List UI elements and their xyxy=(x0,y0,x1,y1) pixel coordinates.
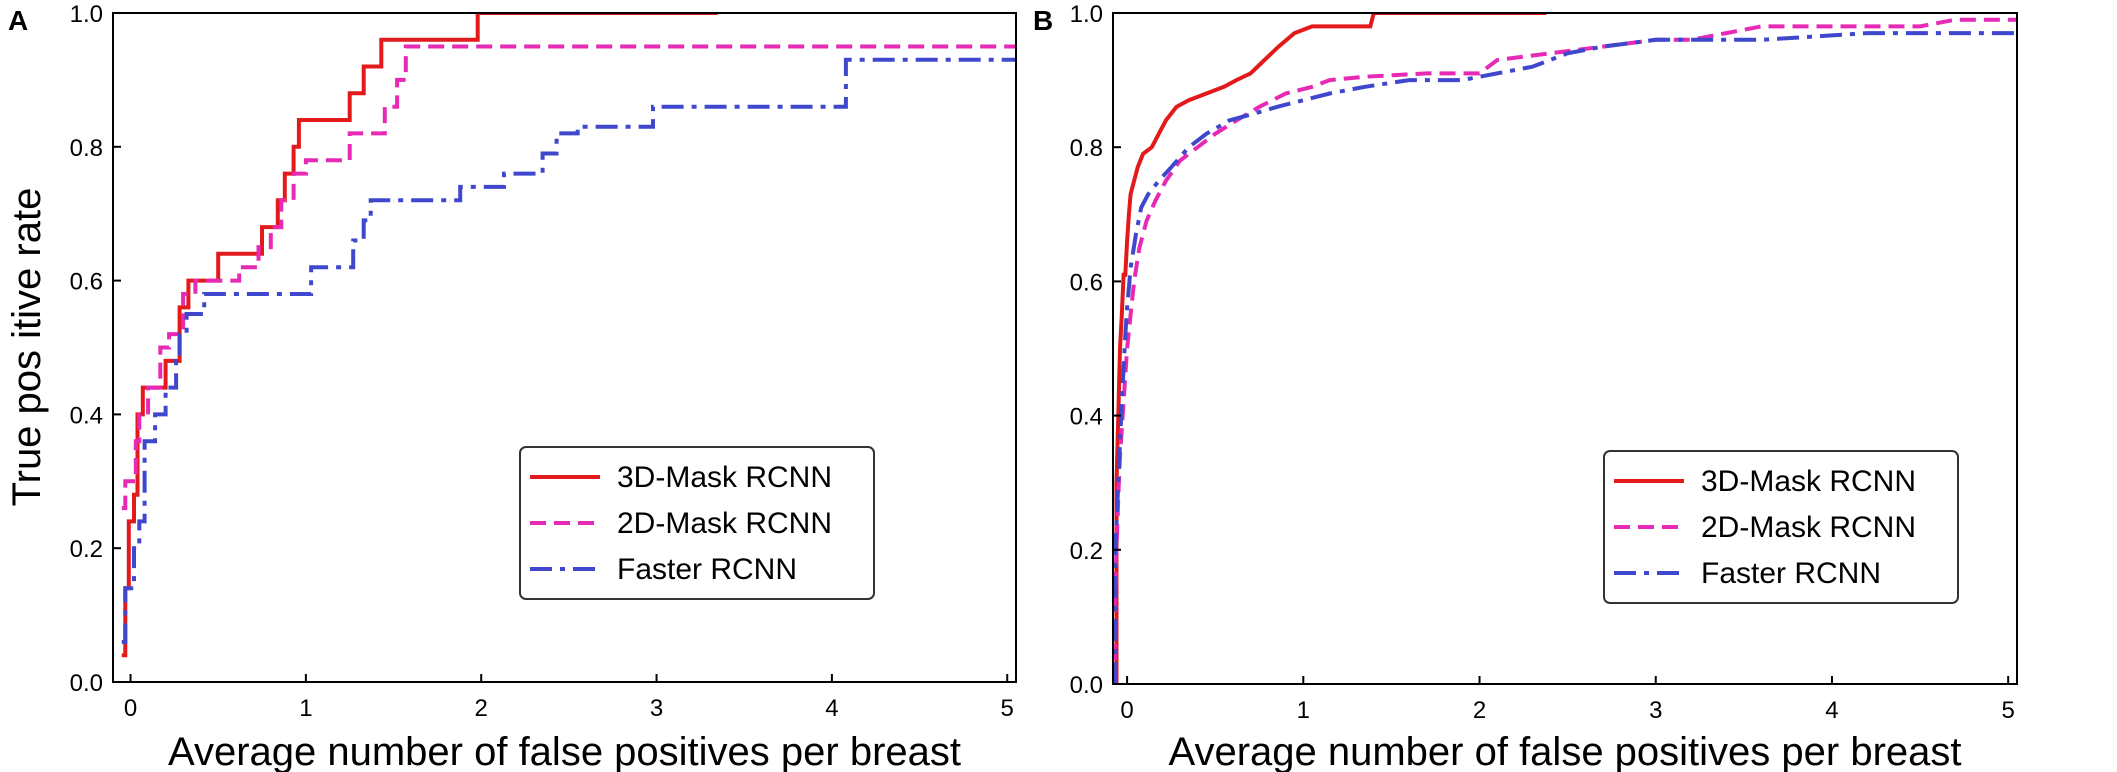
panel-a-x-tick-label: 1 xyxy=(299,695,312,722)
panel-b: B 0 1 2 3 4 5 0.0 0.2 0.4 0.6 0.8 1.0 Average number … xyxy=(1033,1,2018,772)
panel-b-series-line-faster-rcnn xyxy=(1113,31,2017,684)
panel-a-series-line-2d-mask-rcnn xyxy=(121,44,1016,511)
panel-b-legend-label: 2D-Mask RCNN xyxy=(1701,511,1916,544)
panel-b-legend-label: 3D-Mask RCNN xyxy=(1701,465,1916,498)
panel-b-letter: B xyxy=(1033,5,1053,36)
panel-a: A 0 1 2 3 4 5 0.0 0.2 0.4 0.6 0.8 1.0 Average number … xyxy=(5,1,1017,772)
panel-b-y-tick-label: 1.0 xyxy=(1070,1,1103,28)
panel-b-x-tick-label: 3 xyxy=(1649,697,1662,724)
panel-b-legend: 3D-Mask RCNN 2D-Mask RCNN Faster RCNN xyxy=(1603,450,1959,604)
panel-b-y-tick-label: 0.0 xyxy=(1070,672,1103,699)
panel-a-series-line-faster-rcnn xyxy=(121,57,1016,644)
panel-a-plot-frame xyxy=(112,12,1017,683)
panel-b-plot-frame xyxy=(1112,12,2018,685)
panel-a-y-tick-label: 0.2 xyxy=(70,536,103,563)
panel-a-x-tick-label: 3 xyxy=(650,695,663,722)
panel-a-x-axis-label: Average number of false positives per br… xyxy=(168,730,961,772)
panel-a-x-tick-label: 4 xyxy=(825,695,838,722)
panel-a-y-axis-label: True pos itive rate xyxy=(5,188,49,507)
panel-a-series-line-3d-mask-rcnn xyxy=(121,13,718,658)
panel-b-legend-label: Faster RCNN xyxy=(1701,557,1881,590)
panel-a-y-tick-label: 0.6 xyxy=(70,269,103,296)
panel-a-letter: A xyxy=(8,5,28,36)
panel-a-y-tick-label: 1.0 xyxy=(70,1,103,28)
panel-a-legend-box xyxy=(519,446,875,600)
panel-b-y-tick-label: 0.4 xyxy=(1070,404,1103,431)
panel-b-x-tick-label: 5 xyxy=(2002,697,2015,724)
panel-a-legend-label: Faster RCNN xyxy=(617,553,797,586)
panel-a-x-tick-label: 0 xyxy=(124,695,137,722)
panel-b-legend-box xyxy=(1603,450,1959,604)
panel-a-legend-label: 3D-Mask RCNN xyxy=(617,461,832,494)
panel-a-y-tick-label: 0.0 xyxy=(70,670,103,697)
panel-a-x-tick-label: 2 xyxy=(475,695,488,722)
panel-a-legend: 3D-Mask RCNN 2D-Mask RCNN Faster RCNN xyxy=(519,446,875,600)
panel-b-x-axis-label: Average number of false positives per br… xyxy=(1168,730,1961,772)
panel-a-y-tick-label: 0.4 xyxy=(70,402,103,429)
panel-a-x-tick-label: 5 xyxy=(1001,695,1014,722)
panel-b-x-tick-label: 1 xyxy=(1297,697,1310,724)
panel-b-x-tick-label: 0 xyxy=(1120,697,1133,724)
panel-b-y-tick-label: 0.2 xyxy=(1070,538,1103,565)
panel-b-x-tick-label: 4 xyxy=(1825,697,1838,724)
panel-a-legend-label: 2D-Mask RCNN xyxy=(617,507,832,540)
panel-b-x-tick-label: 2 xyxy=(1473,697,1486,724)
panel-b-y-tick-label: 0.6 xyxy=(1070,269,1103,296)
panel-b-series-line-3d-mask-rcnn xyxy=(1114,13,1547,684)
panel-b-y-tick-label: 0.8 xyxy=(1070,135,1103,162)
panel-a-y-tick-label: 0.8 xyxy=(70,135,103,162)
